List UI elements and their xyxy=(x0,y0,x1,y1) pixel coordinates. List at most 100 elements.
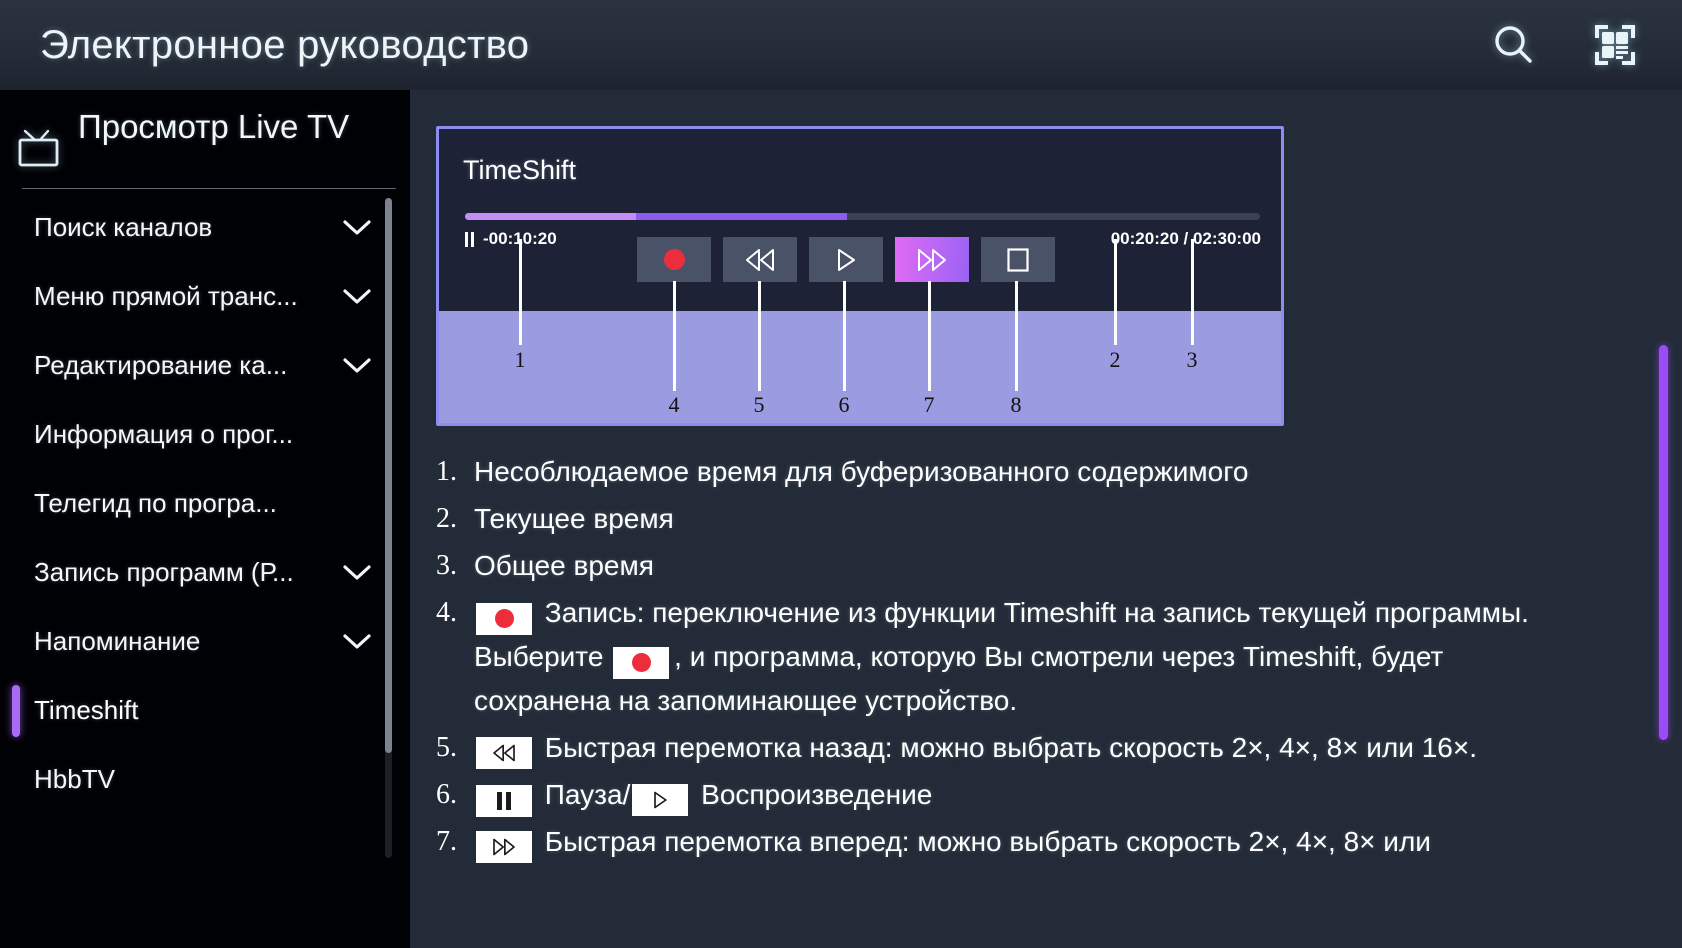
sidebar-item-label: HbbTV xyxy=(34,764,115,794)
rewind-icon xyxy=(476,737,532,769)
legend-item-number: 3. xyxy=(436,550,457,581)
sidebar-item-6[interactable]: Запись программ (Р... xyxy=(0,538,410,607)
legend-item-text: Запись: переключение из функции Timeshif… xyxy=(474,591,1544,723)
legend-item: 3. Общее время xyxy=(436,544,1636,588)
legend-item: 5. Быстрая перемотка назад: можно выбрат… xyxy=(436,726,1636,770)
callout-line-2 xyxy=(1114,239,1117,345)
callout-number-4: 4 xyxy=(668,392,680,417)
record-dot-icon xyxy=(476,602,532,635)
callout-line-4 xyxy=(673,281,676,391)
progress-bar[interactable] xyxy=(465,213,1260,220)
legend-text-segment: , и программа, которую Вы смотрели через… xyxy=(474,641,1444,716)
progress-played xyxy=(465,213,636,220)
header-actions xyxy=(1486,18,1642,72)
content-scrollbar-track[interactable] xyxy=(1659,90,1668,948)
legend-text-segment: Быстрая перемотка вперед: можно выбрать … xyxy=(537,826,1431,857)
content-panel: TimeShift -00:10:20 00:20:20 / 02:30:00 xyxy=(410,90,1682,948)
record-dot-icon xyxy=(663,249,685,270)
callout-line-8 xyxy=(1015,281,1018,391)
callout-line-3 xyxy=(1191,239,1194,345)
legend-text-segment: Воспроизведение xyxy=(693,779,933,810)
legend-item-number: 5. xyxy=(436,732,457,763)
player-mockup: TimeShift -00:10:20 00:20:20 / 02:30:00 xyxy=(439,129,1281,311)
rewind-icon xyxy=(743,248,777,272)
stop-button[interactable] xyxy=(981,237,1055,282)
sidebar-item-1[interactable]: Поиск каналов xyxy=(0,193,410,262)
sidebar-item-8[interactable]: Timeshift xyxy=(0,676,410,745)
sidebar-item-9[interactable]: HbbTV xyxy=(0,745,410,814)
player-title: TimeShift xyxy=(463,155,577,185)
sidebar-scrollbar-track[interactable] xyxy=(385,198,392,858)
progress-buffer xyxy=(465,213,847,220)
rewind-button[interactable] xyxy=(723,237,797,282)
callout-line-5 xyxy=(758,281,761,391)
callout-number-3: 3 xyxy=(1186,347,1198,372)
player-controls xyxy=(637,237,1055,282)
chevron-down-icon[interactable] xyxy=(342,357,372,375)
sidebar-list: Поиск каналов Меню прямой транс... Редакти… xyxy=(0,189,410,814)
sidebar-item-2[interactable]: Меню прямой транс... xyxy=(0,262,410,331)
legend-item-text: Быстрая перемотка назад: можно выбрать с… xyxy=(474,726,1477,770)
timeshift-diagram: TimeShift -00:10:20 00:20:20 / 02:30:00 xyxy=(436,126,1284,426)
callout-line-7 xyxy=(928,281,931,391)
legend-item: 4. Запись: переключение из функции Times… xyxy=(436,591,1636,723)
play-icon xyxy=(835,248,857,272)
legend-text-segment: Быстрая перемотка назад: можно выбрать с… xyxy=(537,732,1477,763)
pause-icon xyxy=(465,231,474,247)
legend-text-segment: Несоблюдаемое время для буферизованного … xyxy=(474,456,1249,487)
app-header: Электронное руководство xyxy=(0,0,1682,90)
fast-forward-icon xyxy=(915,248,949,272)
callout-number-1: 1 xyxy=(514,347,526,372)
fast-forward-button[interactable] xyxy=(895,237,969,282)
legend-item-number: 6. xyxy=(436,779,457,810)
search-button[interactable] xyxy=(1486,18,1540,72)
legend-item-text: Пауза/ Воспроизведение xyxy=(474,773,932,817)
sidebar-item-label: Запись программ (Р... xyxy=(34,557,294,587)
chevron-down-icon[interactable] xyxy=(342,564,372,582)
legend-text-segment: Общее время xyxy=(474,550,654,581)
sidebar-scrollbar-thumb[interactable] xyxy=(385,198,392,753)
sidebar-item-label: Информация о прог... xyxy=(34,419,294,449)
sidebar-item-4[interactable]: Информация о прог... xyxy=(0,400,410,469)
time-remaining-label: -00:10:20 xyxy=(483,229,557,249)
callout-number-5: 5 xyxy=(753,392,765,417)
legend-item: 2. Текущее время xyxy=(436,497,1636,541)
sidebar-item-3[interactable]: Редактирование ка... xyxy=(0,331,410,400)
sidebar-item-label: Телегид по програ... xyxy=(34,488,277,518)
content-scrollbar-thumb[interactable] xyxy=(1659,345,1668,740)
chevron-down-icon[interactable] xyxy=(342,633,372,651)
legend-item-text: Несоблюдаемое время для буферизованного … xyxy=(474,450,1248,494)
sidebar-item-7[interactable]: Напоминание xyxy=(0,607,410,676)
callout-number-8: 8 xyxy=(1010,392,1022,417)
pause-icon xyxy=(476,785,532,817)
record-button[interactable] xyxy=(637,237,711,282)
callout-number-7: 7 xyxy=(923,392,935,417)
qr-code-icon xyxy=(1591,21,1639,69)
chevron-down-icon[interactable] xyxy=(342,219,372,237)
legend-item-number: 2. xyxy=(436,503,457,534)
sidebar-item-label: Поиск каналов xyxy=(34,212,213,242)
callout-line-1 xyxy=(519,239,522,345)
legend-item: 7. Быстрая перемотка вперед: можно выбра… xyxy=(436,820,1636,864)
legend-item-text: Общее время xyxy=(474,544,654,588)
search-icon xyxy=(1490,22,1536,68)
sidebar-title: Просмотр Live TV xyxy=(78,108,350,145)
callout-number-2: 2 xyxy=(1109,347,1121,372)
legend-item-text: Быстрая перемотка вперед: можно выбрать … xyxy=(474,820,1431,864)
legend-item-number: 4. xyxy=(436,597,457,628)
play-button[interactable] xyxy=(809,237,883,282)
sidebar-divider xyxy=(22,188,396,189)
legend-item: 6. Пауза/ Воспроизведение xyxy=(436,773,1636,817)
sidebar-item-label: Напоминание xyxy=(34,626,201,656)
qr-code-button[interactable] xyxy=(1588,18,1642,72)
legend-text-segment: Пауза/ xyxy=(537,779,631,810)
sidebar-item-label: Редактирование ка... xyxy=(34,350,288,380)
play-icon xyxy=(632,784,689,816)
fast-forward-icon xyxy=(476,831,532,863)
callout-number-6: 6 xyxy=(838,392,850,417)
time-remaining-group: -00:10:20 xyxy=(465,229,557,249)
sidebar-item-5[interactable]: Телегид по програ... xyxy=(0,469,410,538)
chevron-down-icon[interactable] xyxy=(342,288,372,306)
sidebar-header: Просмотр Live TV xyxy=(0,90,410,182)
